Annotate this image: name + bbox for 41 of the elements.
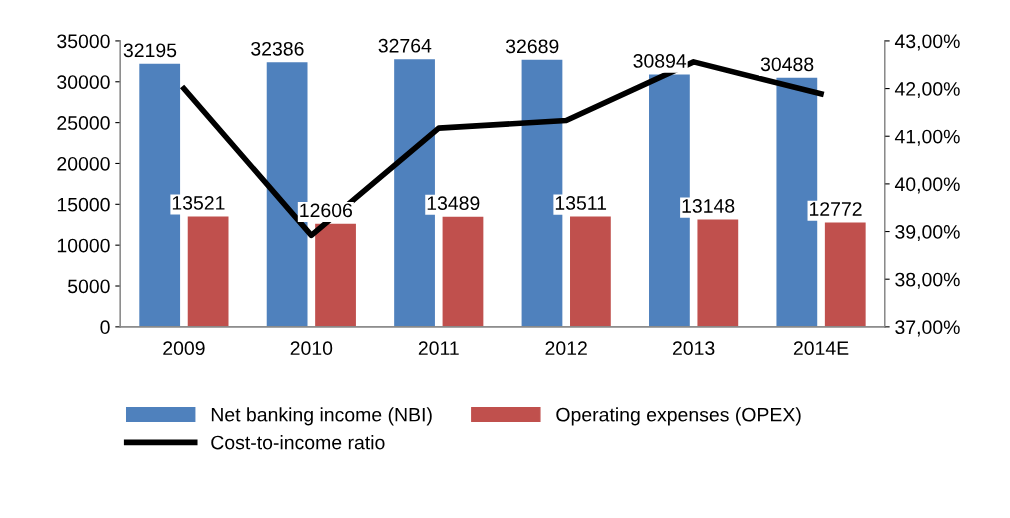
- x-tick-label: 2011: [418, 341, 459, 356]
- data-label: 12772: [809, 202, 862, 216]
- x-tick-label: 2012: [545, 341, 587, 356]
- data-label: 32689: [505, 39, 559, 54]
- y-tick-label: 20000: [57, 156, 110, 171]
- legend-label: Net banking income (NBI): [211, 407, 432, 426]
- y2-tick-label: 38,00%: [895, 272, 960, 289]
- y-tick-label: 5000: [67, 279, 110, 294]
- y2-tick-label: 41,00%: [894, 129, 960, 146]
- y-tick-label: 30000: [57, 75, 110, 90]
- data-label: 13148: [682, 199, 735, 213]
- y2-tick-label: 40,00%: [894, 177, 960, 194]
- data-label: 30488: [760, 57, 814, 72]
- bar: [442, 216, 484, 327]
- legend-label: Operating expenses (OPEX): [556, 407, 801, 426]
- data-label: 13511: [555, 196, 607, 210]
- bar: [570, 216, 611, 327]
- legend-label: Cost-to-income ratio: [211, 435, 385, 450]
- data-label: 30894: [633, 54, 687, 68]
- data-label: 32195: [123, 43, 177, 58]
- y2-tick-label: 42,00%: [894, 82, 960, 99]
- bar: [824, 222, 866, 327]
- data-label: 12606: [300, 203, 352, 218]
- y-tick-label: 0: [100, 320, 110, 335]
- y-tick-label: 35000: [57, 34, 110, 49]
- x-tick-label: 2010: [290, 341, 333, 356]
- y2-tick-label: 39,00%: [895, 225, 960, 242]
- bar: [187, 216, 229, 327]
- data-label: 32764: [378, 38, 432, 53]
- y-tick-label: 15000: [57, 197, 110, 212]
- x-tick-label: 2009: [163, 341, 205, 356]
- data-label: 13489: [427, 196, 480, 211]
- y-tick-label: 10000: [57, 238, 110, 253]
- bar: [697, 219, 739, 327]
- data-label: 32386: [251, 41, 304, 56]
- y-tick-label: 25000: [57, 116, 110, 130]
- y2-tick-label: 37,00%: [895, 320, 960, 337]
- x-tick-label: 2013: [672, 341, 715, 356]
- x-tick-label: 2014E: [793, 341, 849, 356]
- data-label: 13521: [172, 196, 225, 210]
- y2-tick-label: 43,00%: [894, 34, 960, 51]
